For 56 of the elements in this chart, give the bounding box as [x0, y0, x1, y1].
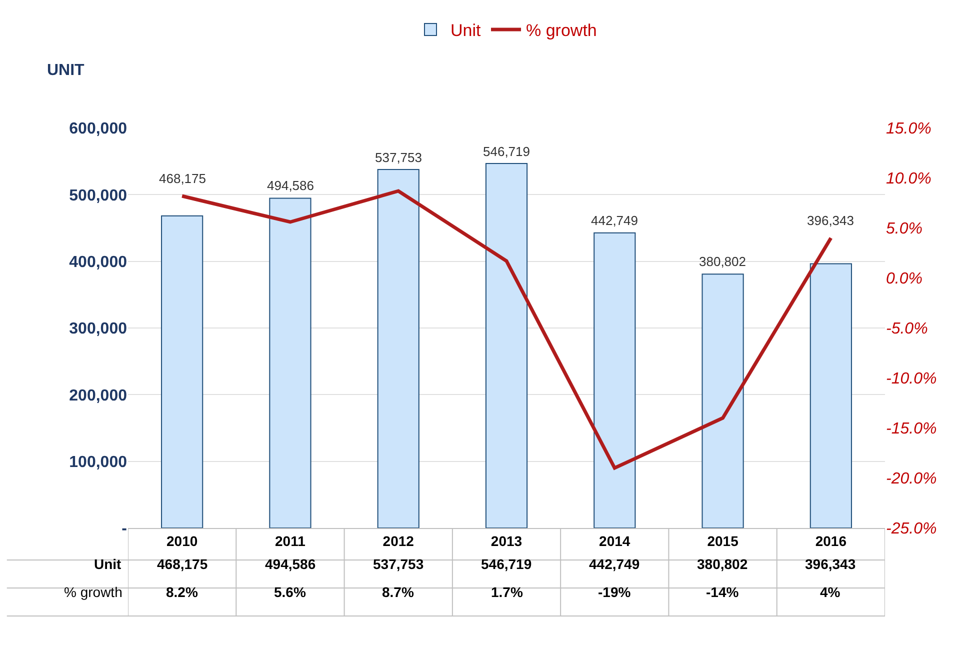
- legend-label: Unit: [450, 21, 482, 40]
- text: 468,175: [159, 171, 206, 186]
- y-tick-label: -: [122, 520, 127, 538]
- data-label: 537,753: [373, 556, 424, 572]
- bar: [702, 274, 744, 528]
- data-label: 380,802: [697, 556, 748, 572]
- data-label: 8.2%: [166, 584, 198, 600]
- bar: [161, 215, 204, 528]
- bar: [269, 198, 312, 528]
- y-tick-label: 300,000: [69, 320, 128, 338]
- data-label: -14%: [706, 584, 740, 600]
- y2-tick-label: -20.0%: [886, 470, 937, 488]
- x-tick-label: 2014: [599, 532, 630, 549]
- bar: [594, 232, 636, 528]
- y-tick-label: 100,000: [69, 454, 128, 471]
- data-label: 468,175: [157, 556, 208, 572]
- x-tick-label: 2016: [815, 532, 847, 549]
- data-label: 546,719: [481, 556, 532, 572]
- text: 396,343: [807, 213, 854, 228]
- text: 494,586: [267, 178, 314, 193]
- x-tick-label: 2012: [382, 532, 414, 549]
- y2-tick-label: -5.0%: [886, 320, 928, 338]
- data-label: 1.7%: [491, 584, 524, 600]
- data-label: 494,586: [265, 556, 316, 572]
- y-tick-label: 500,000: [69, 187, 128, 204]
- text: 442,749: [591, 213, 638, 228]
- y2-tick-label: 15.0%: [886, 120, 932, 138]
- data-label: -19%: [598, 584, 632, 600]
- data-label: 4%: [820, 584, 841, 600]
- y2-tick-label: 10.0%: [886, 170, 932, 188]
- x-tick-label: 2015: [707, 532, 739, 549]
- text: 380,802: [699, 254, 746, 269]
- y2-tick-label: -10.0%: [886, 370, 937, 388]
- y2-tick-label: -15.0%: [886, 420, 937, 438]
- bar: [810, 263, 852, 528]
- y-tick-label: 600,000: [69, 120, 128, 138]
- x-tick-label: 2010: [166, 532, 198, 549]
- y-tick-label: 400,000: [69, 254, 128, 271]
- y2-tick-label: 0.0%: [886, 270, 922, 288]
- bar: [485, 163, 528, 528]
- data-label: 442,749: [589, 556, 640, 572]
- data-label: 396,343: [805, 556, 856, 572]
- legend-label: % growth: [526, 21, 597, 40]
- data-label: 5.6%: [274, 584, 306, 600]
- bar: [377, 169, 420, 528]
- text: 537,753: [375, 150, 422, 165]
- text: 546,719: [483, 144, 530, 159]
- y-axis-title: UNIT: [47, 62, 85, 79]
- text: % growth: [64, 584, 122, 600]
- y-tick-label: 200,000: [69, 387, 128, 404]
- text: Unit: [94, 556, 122, 572]
- x-tick-label: 2011: [275, 532, 306, 549]
- data-label: 8.7%: [382, 584, 414, 600]
- x-tick-label: 2013: [490, 532, 522, 549]
- y2-tick-label: -25.0%: [886, 520, 937, 538]
- y2-tick-label: 5.0%: [886, 220, 922, 238]
